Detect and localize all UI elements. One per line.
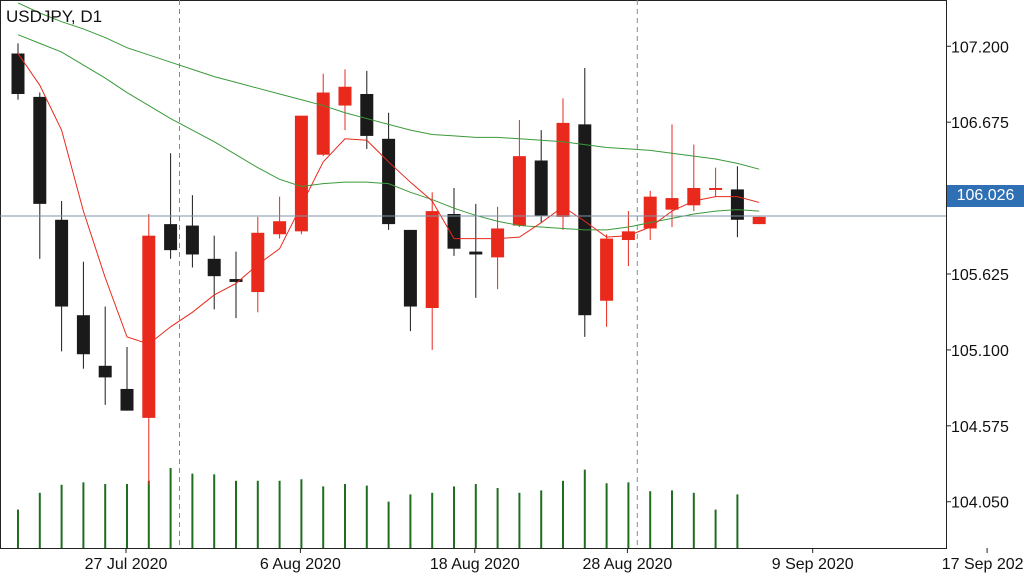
symbol-title: USDJPY, D1 bbox=[6, 7, 103, 26]
candle-body bbox=[491, 228, 505, 258]
ma-fast-line bbox=[17, 53, 760, 345]
candle-body bbox=[11, 53, 25, 94]
candle bbox=[11, 43, 25, 100]
candle-body bbox=[556, 122, 570, 217]
candle bbox=[403, 229, 417, 332]
candle-body bbox=[512, 156, 526, 226]
y-tick-label: 104.050 bbox=[951, 495, 1009, 512]
candle bbox=[142, 213, 156, 485]
candle-body bbox=[382, 138, 396, 225]
candle-body bbox=[709, 187, 723, 190]
candle bbox=[556, 98, 570, 230]
candle bbox=[512, 120, 526, 228]
ma-slow-line bbox=[17, 34, 760, 231]
x-tick-label: 28 Aug 2020 bbox=[582, 556, 672, 573]
candle bbox=[55, 200, 69, 352]
candle-body bbox=[687, 187, 701, 206]
candle bbox=[382, 112, 396, 230]
current-price-badge: 106.026 bbox=[947, 185, 1024, 207]
candle-body bbox=[185, 225, 199, 255]
x-tick-label: 6 Aug 2020 bbox=[260, 556, 341, 573]
y-tick-label: 104.575 bbox=[951, 419, 1009, 436]
candle-body bbox=[469, 251, 483, 255]
candle-body bbox=[403, 229, 417, 307]
candle bbox=[316, 73, 330, 157]
x-tick-label: 9 Sep 2020 bbox=[772, 556, 854, 573]
candle bbox=[338, 69, 352, 131]
candle bbox=[76, 261, 90, 369]
candle-body bbox=[643, 196, 657, 229]
candle bbox=[185, 195, 199, 268]
candle-body bbox=[294, 115, 308, 232]
candle bbox=[207, 235, 221, 310]
candle bbox=[491, 206, 505, 290]
x-tick-label: 27 Jul 2020 bbox=[85, 556, 168, 573]
candle-body bbox=[164, 224, 178, 251]
candle-body bbox=[120, 388, 134, 411]
candle bbox=[752, 216, 766, 225]
candle bbox=[447, 187, 461, 256]
candle-body bbox=[600, 238, 614, 301]
candle-body bbox=[447, 213, 461, 249]
candle bbox=[600, 234, 614, 327]
candle bbox=[273, 196, 287, 239]
y-tick-label: 105.625 bbox=[951, 267, 1009, 284]
candle-body bbox=[33, 96, 47, 204]
candle bbox=[534, 130, 548, 223]
candle-body bbox=[665, 198, 679, 210]
candle bbox=[120, 347, 134, 411]
candle-body bbox=[752, 216, 766, 225]
x-tick-label: 18 Aug 2020 bbox=[430, 556, 520, 573]
candle bbox=[665, 124, 679, 228]
y-tick-label: 106.675 bbox=[951, 115, 1009, 132]
candle bbox=[360, 70, 374, 149]
y-tick-label: 107.200 bbox=[951, 39, 1009, 56]
candle bbox=[229, 251, 243, 319]
candle bbox=[709, 167, 723, 197]
candle-body bbox=[229, 279, 243, 282]
candle-body bbox=[273, 221, 287, 235]
candle bbox=[33, 92, 47, 259]
candle bbox=[643, 190, 657, 241]
candle bbox=[164, 153, 178, 259]
candle bbox=[294, 115, 308, 235]
candle-body bbox=[425, 211, 439, 308]
candle bbox=[621, 211, 635, 267]
candle-body bbox=[98, 365, 112, 378]
candle-body bbox=[338, 86, 352, 106]
candle-body bbox=[251, 232, 265, 293]
candle-body bbox=[142, 235, 156, 418]
candle-body bbox=[360, 93, 374, 136]
x-tick-label: 17 Sep 2020 bbox=[942, 556, 1024, 573]
ma-upper-line bbox=[17, 2, 760, 170]
candle-body bbox=[55, 219, 69, 307]
candle-body bbox=[316, 92, 330, 155]
y-tick-label: 105.100 bbox=[951, 343, 1009, 360]
candle-body bbox=[76, 315, 90, 355]
candle bbox=[730, 166, 744, 238]
candle bbox=[578, 67, 592, 337]
candle bbox=[98, 306, 112, 405]
candle-body bbox=[578, 124, 592, 316]
candle-body bbox=[730, 189, 744, 220]
candle bbox=[469, 203, 483, 298]
candle-body bbox=[207, 258, 221, 277]
candle-body bbox=[534, 160, 548, 216]
candle bbox=[425, 192, 439, 350]
